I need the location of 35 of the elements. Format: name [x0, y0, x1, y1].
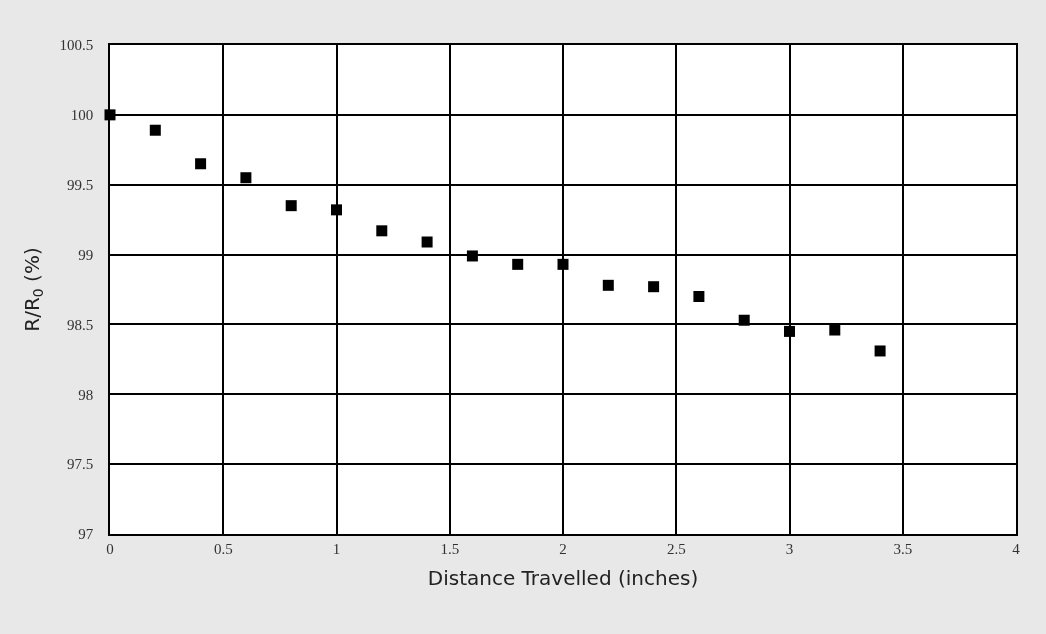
- point: [557, 258, 569, 270]
- x-tick-label: 3.5: [893, 540, 913, 557]
- y-tick-label: 99: [78, 246, 94, 263]
- x-tick-label: 0.5: [213, 540, 233, 557]
- point: [738, 314, 750, 326]
- x-tick-label: 1.5: [440, 540, 460, 557]
- y-tick-label: 98: [78, 386, 94, 403]
- point: [602, 279, 614, 291]
- y-tick-label: 100.5: [59, 37, 94, 54]
- point: [784, 325, 795, 337]
- point: [466, 250, 478, 262]
- point: [149, 124, 161, 136]
- point: [285, 200, 297, 212]
- y-tick-label: 97.5: [67, 456, 94, 473]
- point: [421, 236, 433, 248]
- point: [512, 258, 524, 270]
- x-tick-label: 2: [559, 540, 567, 557]
- point: [240, 172, 252, 184]
- point: [693, 290, 705, 302]
- point: [376, 225, 388, 237]
- point: [648, 281, 660, 293]
- y-tick-label: 97: [78, 526, 94, 543]
- x-axis-title: Distance Travelled (inches): [427, 565, 699, 590]
- x-tick-label: 2.5: [666, 540, 686, 557]
- point: [829, 324, 841, 336]
- x-tick-label: 3: [785, 540, 794, 557]
- point: [195, 158, 207, 170]
- y-tick-label: 98.5: [67, 316, 94, 333]
- y-tick-label: 100: [70, 107, 94, 124]
- x-tick-label: 1: [332, 540, 341, 557]
- point: [874, 345, 886, 357]
- y-tick-label: 99.5: [67, 176, 94, 193]
- x-tick-label: 0: [106, 540, 114, 557]
- point: [331, 204, 342, 216]
- x-tick-label: 4: [1012, 540, 1021, 557]
